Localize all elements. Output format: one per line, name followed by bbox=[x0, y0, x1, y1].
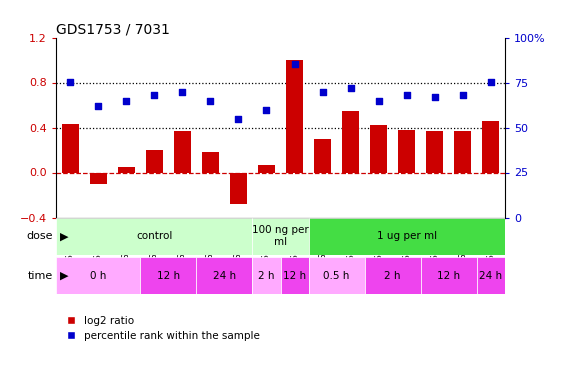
Bar bbox=[258, 165, 275, 172]
Text: time: time bbox=[28, 271, 53, 280]
Bar bbox=[309, 217, 505, 255]
Point bbox=[262, 106, 271, 112]
Bar bbox=[314, 139, 331, 172]
Bar bbox=[365, 257, 421, 294]
Text: GDS1753 / 7031: GDS1753 / 7031 bbox=[56, 22, 170, 36]
Bar bbox=[286, 60, 303, 172]
Point bbox=[206, 98, 215, 104]
Text: 2 h: 2 h bbox=[258, 271, 275, 280]
Point bbox=[122, 98, 131, 104]
Bar bbox=[252, 217, 309, 255]
Text: 100 ng per
ml: 100 ng per ml bbox=[252, 225, 309, 247]
Text: control: control bbox=[136, 231, 172, 241]
Point bbox=[346, 85, 355, 91]
Bar bbox=[202, 152, 219, 172]
Bar bbox=[477, 257, 505, 294]
Point bbox=[430, 94, 439, 100]
Text: 2 h: 2 h bbox=[384, 271, 401, 280]
Legend: log2 ratio, percentile rank within the sample: log2 ratio, percentile rank within the s… bbox=[61, 312, 264, 345]
Bar bbox=[174, 131, 191, 172]
Text: 24 h: 24 h bbox=[479, 271, 503, 280]
Text: ▶: ▶ bbox=[53, 231, 69, 241]
Point bbox=[150, 92, 159, 98]
Bar bbox=[309, 257, 365, 294]
Bar bbox=[196, 257, 252, 294]
Bar bbox=[56, 257, 140, 294]
Text: 12 h: 12 h bbox=[157, 271, 180, 280]
Bar bbox=[90, 172, 107, 184]
Point bbox=[290, 62, 299, 68]
Point bbox=[66, 80, 75, 86]
Bar bbox=[454, 131, 471, 172]
Text: dose: dose bbox=[27, 231, 53, 241]
Point bbox=[178, 88, 187, 94]
Bar bbox=[252, 257, 280, 294]
Bar bbox=[146, 150, 163, 172]
Point bbox=[458, 92, 467, 98]
Bar bbox=[118, 167, 135, 172]
Bar bbox=[140, 257, 196, 294]
Point bbox=[486, 80, 495, 86]
Text: 12 h: 12 h bbox=[283, 271, 306, 280]
Bar bbox=[56, 217, 252, 255]
Bar bbox=[62, 124, 79, 172]
Bar bbox=[398, 130, 415, 172]
Bar bbox=[426, 131, 443, 172]
Bar bbox=[421, 257, 477, 294]
Bar bbox=[230, 172, 247, 204]
Bar bbox=[280, 257, 309, 294]
Point bbox=[402, 92, 411, 98]
Text: 0.5 h: 0.5 h bbox=[323, 271, 350, 280]
Point bbox=[318, 88, 327, 94]
Text: 0 h: 0 h bbox=[90, 271, 107, 280]
Text: 12 h: 12 h bbox=[437, 271, 461, 280]
Bar bbox=[482, 121, 499, 172]
Text: ▶: ▶ bbox=[53, 271, 69, 280]
Text: 24 h: 24 h bbox=[213, 271, 236, 280]
Bar bbox=[370, 125, 387, 172]
Point bbox=[234, 116, 243, 122]
Point bbox=[94, 103, 103, 109]
Text: 1 ug per ml: 1 ug per ml bbox=[376, 231, 437, 241]
Point bbox=[374, 98, 383, 104]
Bar bbox=[342, 111, 359, 172]
